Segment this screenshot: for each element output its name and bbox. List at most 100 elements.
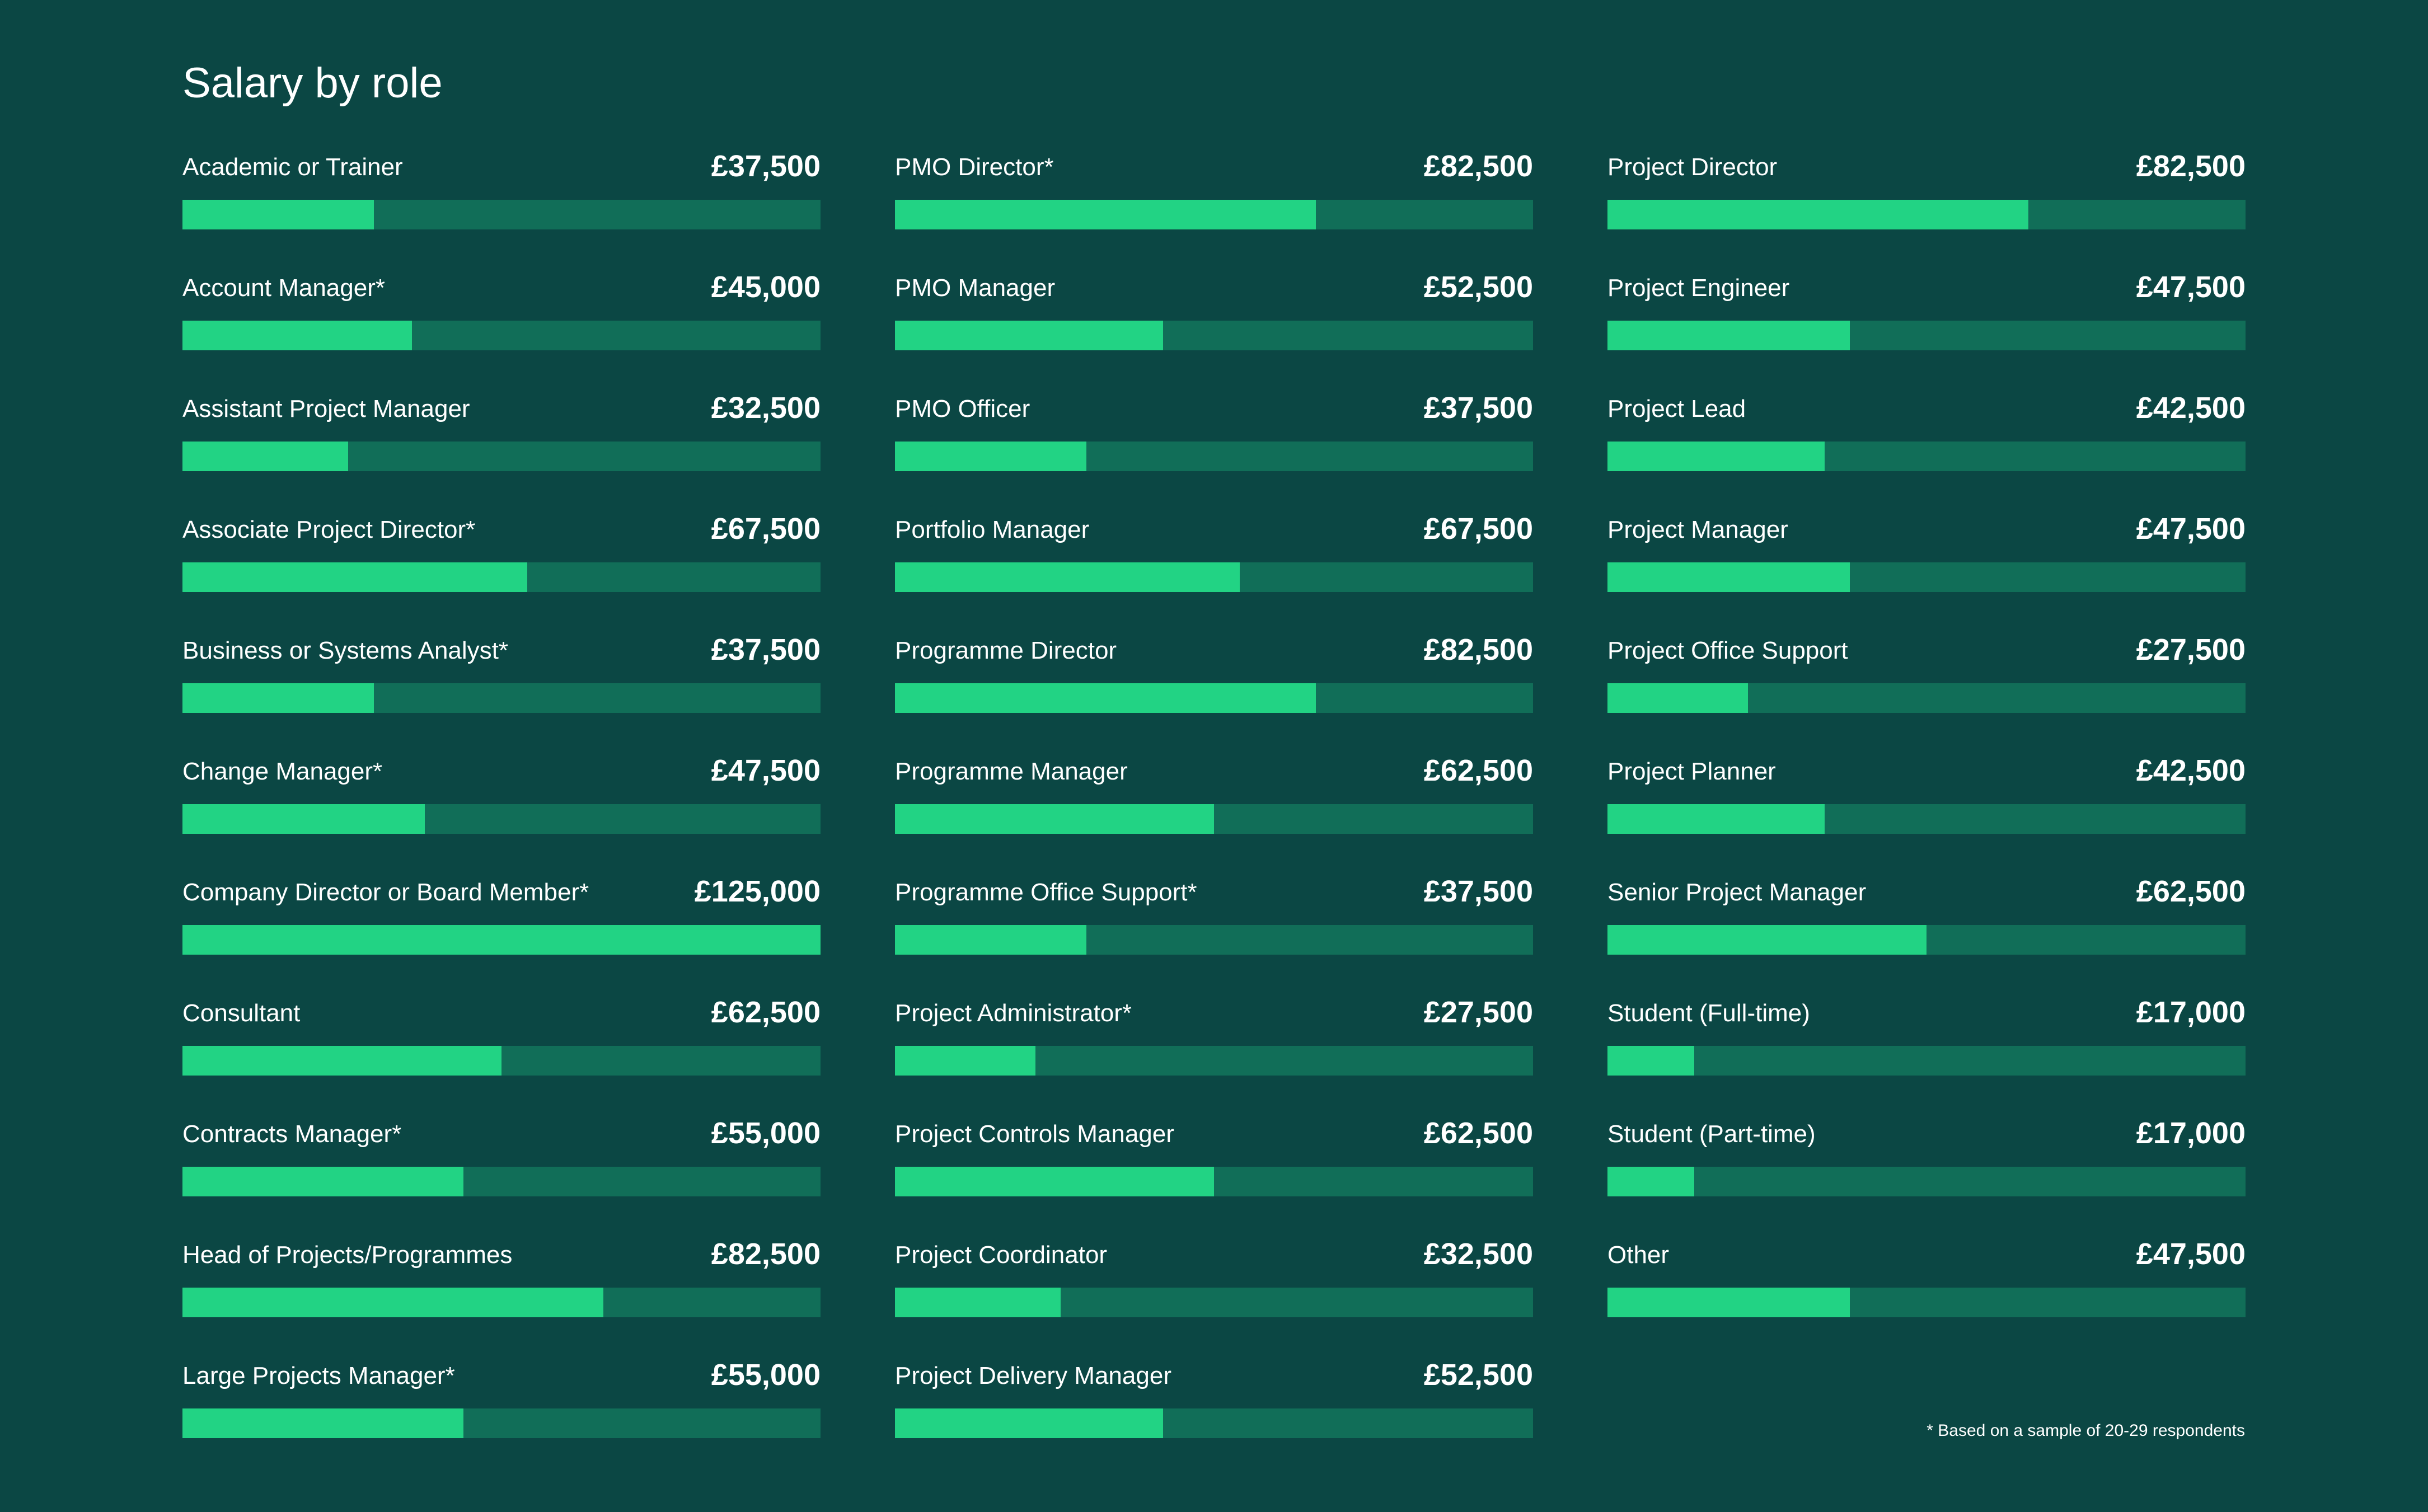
bar-label: Senior Project Manager [1607, 879, 1867, 906]
bar-value-label: £45,000 [711, 270, 821, 304]
bar-row: Student (Full-time) £17,000 [1607, 993, 2246, 1114]
bar-label: Programme Manager [895, 758, 1128, 785]
bar-value-label: £27,500 [2136, 633, 2246, 666]
bar-value-label: £62,500 [1423, 754, 1533, 787]
bar-label: Programme Director [895, 637, 1117, 664]
bar-track [895, 804, 1533, 834]
bar [895, 683, 1316, 713]
bar [1607, 321, 1850, 350]
bar-row: Project Office Support £27,500 [1607, 630, 2246, 751]
bar-track [895, 683, 1533, 713]
bar-label: Project Engineer [1607, 274, 1790, 302]
bar-track [895, 925, 1533, 955]
bar-track [1607, 200, 2246, 229]
bar [1607, 683, 1748, 713]
bar-label: Portfolio Manager [895, 516, 1090, 543]
bar [895, 925, 1086, 955]
bar-track [182, 321, 821, 350]
bar-row: PMO Officer £37,500 [895, 388, 1533, 509]
bar-value-label: £32,500 [711, 391, 821, 425]
bar-value-label: £52,500 [1423, 1358, 1533, 1392]
bar-label: Associate Project Director* [182, 516, 476, 543]
bar-row: Project Engineer £47,500 [1607, 267, 2246, 388]
chart-title: Salary by role [182, 59, 443, 107]
bar-value-label: £82,500 [1423, 149, 1533, 183]
bar-value-label: £37,500 [1423, 391, 1533, 425]
bar-track [895, 1167, 1533, 1196]
bar-row: Programme Manager £62,500 [895, 751, 1533, 872]
bar [895, 200, 1316, 229]
bar-label: Academic or Trainer [182, 153, 403, 181]
bar [182, 442, 349, 471]
bar-row: PMO Director* £82,500 [895, 147, 1533, 267]
bar [895, 442, 1086, 471]
bar [1607, 804, 1825, 834]
bar-track [182, 442, 821, 471]
bar-value-label: £47,500 [2136, 270, 2246, 304]
bar-row: Project Delivery Manager £52,500 [895, 1355, 1533, 1476]
bar-track [895, 321, 1533, 350]
bar-label: Project Controls Manager [895, 1120, 1174, 1148]
bar-value-label: £82,500 [2136, 149, 2246, 183]
bar-row: Assistant Project Manager £32,500 [182, 388, 821, 509]
bar-row: Project Director £82,500 [1607, 147, 2246, 267]
bar [1607, 1046, 1695, 1076]
bar-row: Project Controls Manager £62,500 [895, 1114, 1533, 1234]
bar-value-label: £67,500 [711, 512, 821, 546]
bar-row: Associate Project Director* £67,500 [182, 509, 821, 630]
bar-row: Company Director or Board Member* £125,00… [182, 872, 821, 993]
bar-value-label: £42,500 [2136, 391, 2246, 425]
bar [1607, 562, 1850, 592]
bar [895, 321, 1163, 350]
bar-label: PMO Manager [895, 274, 1056, 302]
bar-value-label: £47,500 [2136, 1237, 2246, 1271]
bar-row: Programme Office Support* £37,500 [895, 872, 1533, 993]
bar-track [1607, 925, 2246, 955]
bar [895, 1408, 1163, 1438]
bar-value-label: £47,500 [711, 754, 821, 787]
bar [182, 200, 374, 229]
bar-track [895, 200, 1533, 229]
bar-label: Project Delivery Manager [895, 1362, 1171, 1389]
bar-track [1607, 321, 2246, 350]
bar [1607, 200, 2029, 229]
bar-row: Project Manager £47,500 [1607, 509, 2246, 630]
bar-track [1607, 562, 2246, 592]
bar-row: Senior Project Manager £62,500 [1607, 872, 2246, 993]
bar-track [182, 1167, 821, 1196]
bar-track [182, 200, 821, 229]
bar-row: Head of Projects/Programmes £82,500 [182, 1234, 821, 1355]
bar-row: Large Projects Manager* £55,000 [182, 1355, 821, 1476]
bar-label: Change Manager* [182, 758, 383, 785]
bar-label: Head of Projects/Programmes [182, 1241, 513, 1269]
bar-track [1607, 1046, 2246, 1076]
bar-row: Consultant £62,500 [182, 993, 821, 1114]
bar-row: Student (Part-time) £17,000 [1607, 1114, 2246, 1234]
bar-row: Business or Systems Analyst* £37,500 [182, 630, 821, 751]
bar-value-label: £17,000 [2136, 1116, 2246, 1150]
bar-label: Student (Part-time) [1607, 1120, 1816, 1148]
bar-track [182, 1408, 821, 1438]
bar [895, 1288, 1061, 1317]
bar [1607, 442, 1825, 471]
bar-track [1607, 442, 2246, 471]
bar [895, 1167, 1214, 1196]
bar-track [895, 1046, 1533, 1076]
bar-label: Student (Full-time) [1607, 999, 1810, 1027]
bar-value-label: £62,500 [2136, 875, 2246, 908]
bar-row: Change Manager* £47,500 [182, 751, 821, 872]
bar-label: Project Planner [1607, 758, 1776, 785]
bar-value-label: £82,500 [1423, 633, 1533, 666]
bar [182, 804, 425, 834]
bar-track [895, 1408, 1533, 1438]
bar-row: Programme Director £82,500 [895, 630, 1533, 751]
footnote: * Based on a sample of 20-29 respondents [1927, 1421, 2245, 1440]
bar-label: Other [1607, 1241, 1670, 1269]
bar-label: Project Administrator* [895, 999, 1132, 1027]
bar-value-label: £55,000 [711, 1358, 821, 1392]
bar-label: Contracts Manager* [182, 1120, 402, 1148]
bar-value-label: £82,500 [711, 1237, 821, 1271]
bar-value-label: £27,500 [1423, 996, 1533, 1029]
chart-column: Academic or Trainer £37,500 Account Manage… [182, 147, 821, 1476]
bar-row: Academic or Trainer £37,500 [182, 147, 821, 267]
